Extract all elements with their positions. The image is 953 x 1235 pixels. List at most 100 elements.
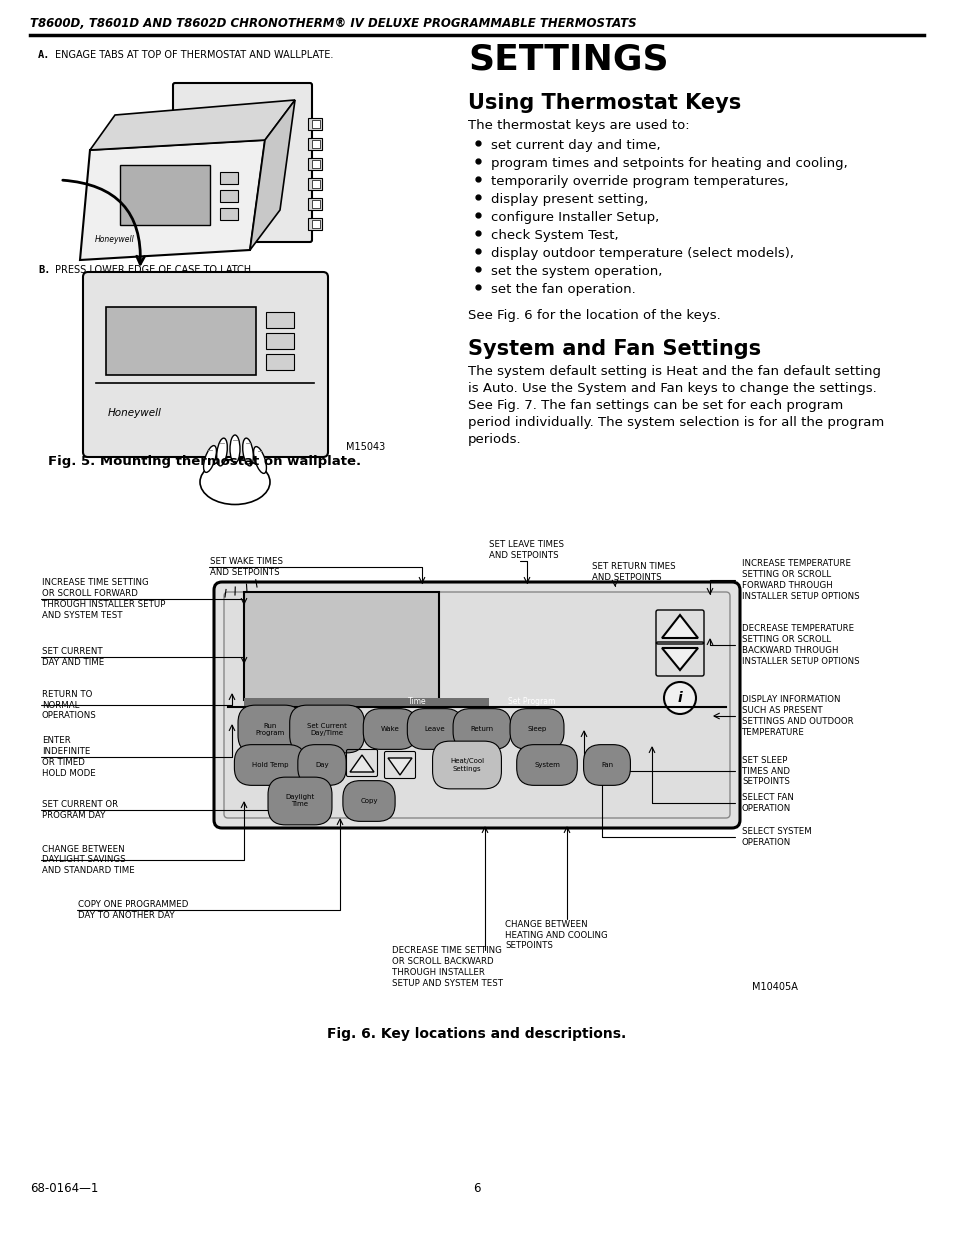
Bar xyxy=(312,200,319,207)
Text: Copy: Copy xyxy=(360,798,377,804)
Text: program times and setpoints for heating and cooling,: program times and setpoints for heating … xyxy=(491,157,847,170)
Text: i: i xyxy=(677,692,681,705)
Text: periods.: periods. xyxy=(468,433,521,446)
Text: CHANGE BETWEEN
HEATING AND COOLING
SETPOINTS: CHANGE BETWEEN HEATING AND COOLING SETPO… xyxy=(504,920,607,950)
Text: SET SLEEP
TIMES AND
SETPOINTS: SET SLEEP TIMES AND SETPOINTS xyxy=(741,756,789,787)
Text: B.: B. xyxy=(38,266,51,275)
Text: SELECT SYSTEM
OPERATION: SELECT SYSTEM OPERATION xyxy=(741,827,811,847)
Bar xyxy=(312,120,319,128)
Text: period individually. The system selection is for all the program: period individually. The system selectio… xyxy=(468,416,883,429)
Text: SET CURRENT OR
PROGRAM DAY: SET CURRENT OR PROGRAM DAY xyxy=(42,800,118,820)
Text: Sleep: Sleep xyxy=(527,726,546,732)
Text: The system default setting is Heat and the fan default setting: The system default setting is Heat and t… xyxy=(468,366,880,378)
FancyBboxPatch shape xyxy=(83,272,328,457)
Bar xyxy=(220,172,237,184)
Text: ENGAGE TABS AT TOP OF THERMOSTAT AND WALLPLATE.: ENGAGE TABS AT TOP OF THERMOSTAT AND WAL… xyxy=(55,49,333,61)
Ellipse shape xyxy=(203,446,216,473)
Text: Return: Return xyxy=(470,726,493,732)
FancyBboxPatch shape xyxy=(224,592,729,818)
Text: SET LEAVE TIMES
AND SETPOINTS: SET LEAVE TIMES AND SETPOINTS xyxy=(489,540,563,559)
Text: Fig. 5. Mounting thermostat on wallplate.: Fig. 5. Mounting thermostat on wallplate… xyxy=(49,454,361,468)
Text: DECREASE TEMPERATURE
SETTING OR SCROLL
BACKWARD THROUGH
INSTALLER SETUP OPTIONS: DECREASE TEMPERATURE SETTING OR SCROLL B… xyxy=(741,625,859,666)
Text: Leave: Leave xyxy=(424,726,445,732)
Text: See Fig. 6 for the location of the keys.: See Fig. 6 for the location of the keys. xyxy=(468,309,720,322)
Bar xyxy=(308,178,322,190)
Text: See Fig. 7. The fan settings can be set for each program: See Fig. 7. The fan settings can be set … xyxy=(468,399,842,412)
Text: M10405A: M10405A xyxy=(751,982,797,992)
FancyBboxPatch shape xyxy=(213,582,740,827)
Bar xyxy=(312,161,319,168)
Bar xyxy=(312,180,319,188)
Text: Daylight
Time: Daylight Time xyxy=(285,794,314,808)
Text: check System Test,: check System Test, xyxy=(491,228,618,242)
Text: CHANGE BETWEEN
DAYLIGHT SAVINGS
AND STANDARD TIME: CHANGE BETWEEN DAYLIGHT SAVINGS AND STAN… xyxy=(42,845,134,876)
Bar xyxy=(106,308,255,375)
Text: Heat/Cool
Settings: Heat/Cool Settings xyxy=(450,758,483,772)
Text: M15043: M15043 xyxy=(345,442,385,452)
Text: T8600D, T8601D AND T8602D CHRONOTHERM® IV DELUXE PROGRAMMABLE THERMOSTATS: T8600D, T8601D AND T8602D CHRONOTHERM® I… xyxy=(30,17,636,30)
Text: DISPLAY INFORMATION
SUCH AS PRESENT
SETTINGS AND OUTDOOR
TEMPERATURE: DISPLAY INFORMATION SUCH AS PRESENT SETT… xyxy=(741,695,853,736)
Bar xyxy=(266,333,294,350)
Bar xyxy=(312,140,319,148)
Polygon shape xyxy=(661,615,698,638)
Polygon shape xyxy=(388,758,412,776)
Text: SELECT FAN
OPERATION: SELECT FAN OPERATION xyxy=(741,793,793,813)
Text: Fan: Fan xyxy=(600,762,613,768)
Text: 68-0164—1: 68-0164—1 xyxy=(30,1182,98,1195)
Text: set current day and time,: set current day and time, xyxy=(491,140,659,152)
FancyBboxPatch shape xyxy=(172,83,312,242)
Bar xyxy=(266,354,294,370)
Bar xyxy=(308,198,322,210)
Bar xyxy=(312,220,319,228)
Text: Set Current
Day/Time: Set Current Day/Time xyxy=(307,722,347,736)
Text: Set Program: Set Program xyxy=(508,698,555,706)
Text: INCREASE TIME SETTING
OR SCROLL FORWARD
THROUGH INSTALLER SETUP
AND SYSTEM TEST: INCREASE TIME SETTING OR SCROLL FORWARD … xyxy=(42,578,165,620)
Bar xyxy=(266,312,294,329)
FancyArrowPatch shape xyxy=(63,180,144,264)
Bar xyxy=(308,158,322,170)
Text: INCREASE TEMPERATURE
SETTING OR SCROLL
FORWARD THROUGH
INSTALLER SETUP OPTIONS: INCREASE TEMPERATURE SETTING OR SCROLL F… xyxy=(741,559,859,600)
Ellipse shape xyxy=(242,438,253,466)
Text: The thermostat keys are used to:: The thermostat keys are used to: xyxy=(468,119,689,132)
Bar xyxy=(220,207,237,220)
Bar xyxy=(120,165,210,225)
Polygon shape xyxy=(350,755,374,772)
Text: COPY ONE PROGRAMMED
DAY TO ANOTHER DAY: COPY ONE PROGRAMMED DAY TO ANOTHER DAY xyxy=(78,900,188,920)
Polygon shape xyxy=(250,100,294,249)
Text: Using Thermostat Keys: Using Thermostat Keys xyxy=(468,93,740,112)
Text: display outdoor temperature (select models),: display outdoor temperature (select mode… xyxy=(491,247,793,261)
Ellipse shape xyxy=(216,438,227,466)
Text: SETTINGS: SETTINGS xyxy=(468,42,668,77)
Text: SET CURRENT
DAY AND TIME: SET CURRENT DAY AND TIME xyxy=(42,647,104,667)
Text: SET WAKE TIMES
AND SETPOINTS: SET WAKE TIMES AND SETPOINTS xyxy=(210,557,283,577)
Bar xyxy=(308,138,322,149)
Text: is Auto. Use the System and Fan keys to change the settings.: is Auto. Use the System and Fan keys to … xyxy=(468,382,876,395)
Bar xyxy=(244,592,438,700)
Text: configure Installer Setup,: configure Installer Setup, xyxy=(491,211,659,224)
Text: temporarily override program temperatures,: temporarily override program temperature… xyxy=(491,175,788,188)
Ellipse shape xyxy=(200,459,270,505)
Bar xyxy=(308,219,322,230)
Ellipse shape xyxy=(230,435,240,463)
Text: Run
Program: Run Program xyxy=(255,722,284,736)
Text: 6: 6 xyxy=(473,1182,480,1195)
Text: Time: Time xyxy=(407,698,426,706)
Polygon shape xyxy=(90,100,294,149)
Bar xyxy=(308,119,322,130)
Text: Honeywell: Honeywell xyxy=(108,408,162,417)
Text: Fig. 6. Key locations and descriptions.: Fig. 6. Key locations and descriptions. xyxy=(327,1028,626,1041)
Circle shape xyxy=(663,682,696,714)
Bar xyxy=(220,190,237,203)
Text: Wake: Wake xyxy=(380,726,399,732)
Text: RETURN TO
NORMAL
OPERATIONS: RETURN TO NORMAL OPERATIONS xyxy=(42,690,96,720)
Circle shape xyxy=(190,205,200,215)
Text: set the system operation,: set the system operation, xyxy=(491,266,661,278)
Text: Day: Day xyxy=(314,762,329,768)
Bar xyxy=(244,698,489,706)
Text: A.: A. xyxy=(38,49,51,61)
Text: set the fan operation.: set the fan operation. xyxy=(491,283,635,296)
Text: DECREASE TIME SETTING
OR SCROLL BACKWARD
THROUGH INSTALLER
SETUP AND SYSTEM TEST: DECREASE TIME SETTING OR SCROLL BACKWARD… xyxy=(392,946,502,988)
Text: Honeywell: Honeywell xyxy=(95,235,134,245)
Text: Hold Temp: Hold Temp xyxy=(252,762,288,768)
Text: System and Fan Settings: System and Fan Settings xyxy=(468,338,760,359)
